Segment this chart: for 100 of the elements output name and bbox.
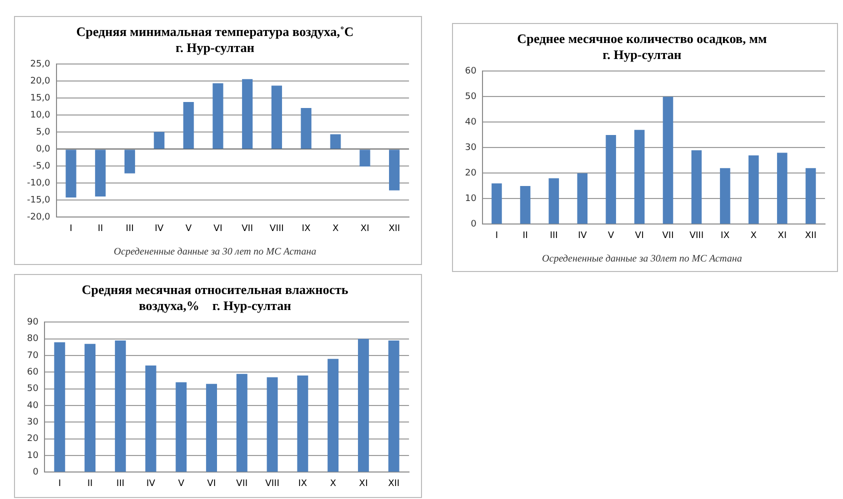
bar [154, 132, 164, 149]
bar [577, 173, 588, 224]
y-tick-label: 10,0 [30, 110, 51, 121]
y-tick-label: -10,0 [26, 178, 51, 189]
y-tick-label: -5,0 [32, 162, 51, 172]
bar [662, 96, 674, 224]
x-tick-label: XII [388, 478, 400, 489]
x-tick-label: IX [302, 224, 311, 234]
bar [300, 108, 312, 149]
y-tick-label: 50 [465, 92, 477, 102]
x-tick-label: III [126, 224, 134, 234]
bar [54, 342, 66, 472]
bar [777, 152, 788, 224]
bar [389, 150, 400, 190]
bar [206, 384, 218, 472]
bar [124, 150, 136, 174]
x-tick-label: IV [146, 478, 156, 489]
x-tick-label: V [608, 230, 615, 241]
y-tick-label: -20,0 [26, 212, 51, 223]
y-tick-label: 20 [465, 168, 477, 179]
x-tick-label: VI [207, 478, 216, 489]
x-tick-label: VIII [689, 230, 704, 241]
bar [176, 382, 187, 472]
x-tick-label: XI [359, 478, 368, 489]
bar [806, 168, 816, 224]
x-tick-label: VIII [270, 224, 284, 234]
y-tick-label: 40 [27, 400, 39, 411]
y-tick-label: 15,0 [30, 94, 51, 104]
bar [691, 150, 702, 224]
text: Осредененные данные за 30лет по МС Астана [542, 254, 742, 265]
x-tick-label: X [750, 230, 757, 241]
bar [212, 83, 224, 149]
bar [183, 102, 194, 149]
y-tick-label: 5,0 [36, 128, 51, 138]
text: Средняя минимальная температура воздуха,˚C [76, 24, 354, 40]
y-tick-label: 20,0 [30, 76, 51, 87]
x-tick-label: VII [662, 230, 674, 241]
x-tick-label: V [178, 478, 186, 489]
y-tick-label: 40 [465, 118, 477, 128]
y-tick-label: 20 [27, 434, 39, 444]
bar [114, 340, 126, 472]
x-tick-label: I [495, 230, 498, 241]
text: Осредененные данные за 30 лет по МС Астана [114, 246, 316, 258]
x-tick-label: III [116, 478, 124, 489]
x-tick-label: VII [236, 478, 248, 489]
bar [748, 155, 759, 224]
bar [358, 338, 369, 472]
bar [84, 344, 96, 472]
bar [66, 150, 76, 198]
x-tick-label: VIII [265, 478, 280, 489]
x-tick-label: IX [720, 230, 730, 241]
x-tick-label: VII [242, 224, 254, 234]
y-tick-label: 10 [465, 194, 477, 204]
x-tick-label: IX [298, 478, 308, 489]
x-tick-label: XI [360, 224, 370, 234]
y-tick-label: 60 [27, 368, 39, 378]
x-tick-label: II [522, 230, 528, 241]
x-tick-label: III [550, 230, 558, 241]
bar [236, 374, 248, 472]
bar [520, 186, 530, 224]
bar [145, 366, 156, 472]
x-tick-label: V [185, 224, 192, 234]
y-tick-label: 25,0 [30, 60, 51, 70]
x-tick-label: IV [578, 230, 588, 241]
y-tick-label: 10 [27, 450, 39, 461]
y-tick-label: 0,0 [36, 144, 51, 155]
bar [271, 86, 282, 149]
x-tick-label: I [58, 478, 61, 489]
bar [330, 134, 341, 149]
x-tick-label: X [330, 478, 336, 489]
y-tick-label: 30 [465, 143, 477, 154]
bar [548, 178, 559, 224]
bar [606, 134, 616, 224]
bar [360, 150, 370, 167]
text: г. Нур-султан [176, 40, 254, 55]
bar [634, 130, 645, 224]
x-tick-label: XI [778, 230, 787, 241]
bar [328, 358, 339, 472]
y-tick-label: 70 [27, 350, 39, 361]
y-tick-label: -15,0 [26, 196, 51, 206]
y-tick-label: 50 [27, 384, 39, 394]
y-tick-label: 60 [465, 66, 477, 77]
bar [492, 183, 502, 224]
bar [720, 168, 730, 224]
y-tick-label: 80 [27, 334, 39, 344]
bar [388, 340, 400, 472]
text: Среднее месячное количество осадков, мм [517, 31, 767, 46]
bar [95, 150, 106, 196]
x-tick-label: XII [388, 224, 400, 234]
x-tick-label: II [98, 224, 104, 234]
y-tick-label: 30 [27, 418, 39, 428]
text: воздуха,% г. Нур-султан [138, 298, 292, 313]
y-tick-label: 0 [470, 220, 477, 230]
y-tick-label: 0 [32, 468, 39, 478]
text: Средняя месячная относительная влажность [82, 282, 348, 298]
x-tick-label: X [332, 224, 339, 234]
bar [242, 79, 253, 149]
x-tick-label: VI [635, 230, 644, 241]
x-tick-label: II [87, 478, 93, 489]
text: г. Нур-султан [602, 46, 682, 62]
